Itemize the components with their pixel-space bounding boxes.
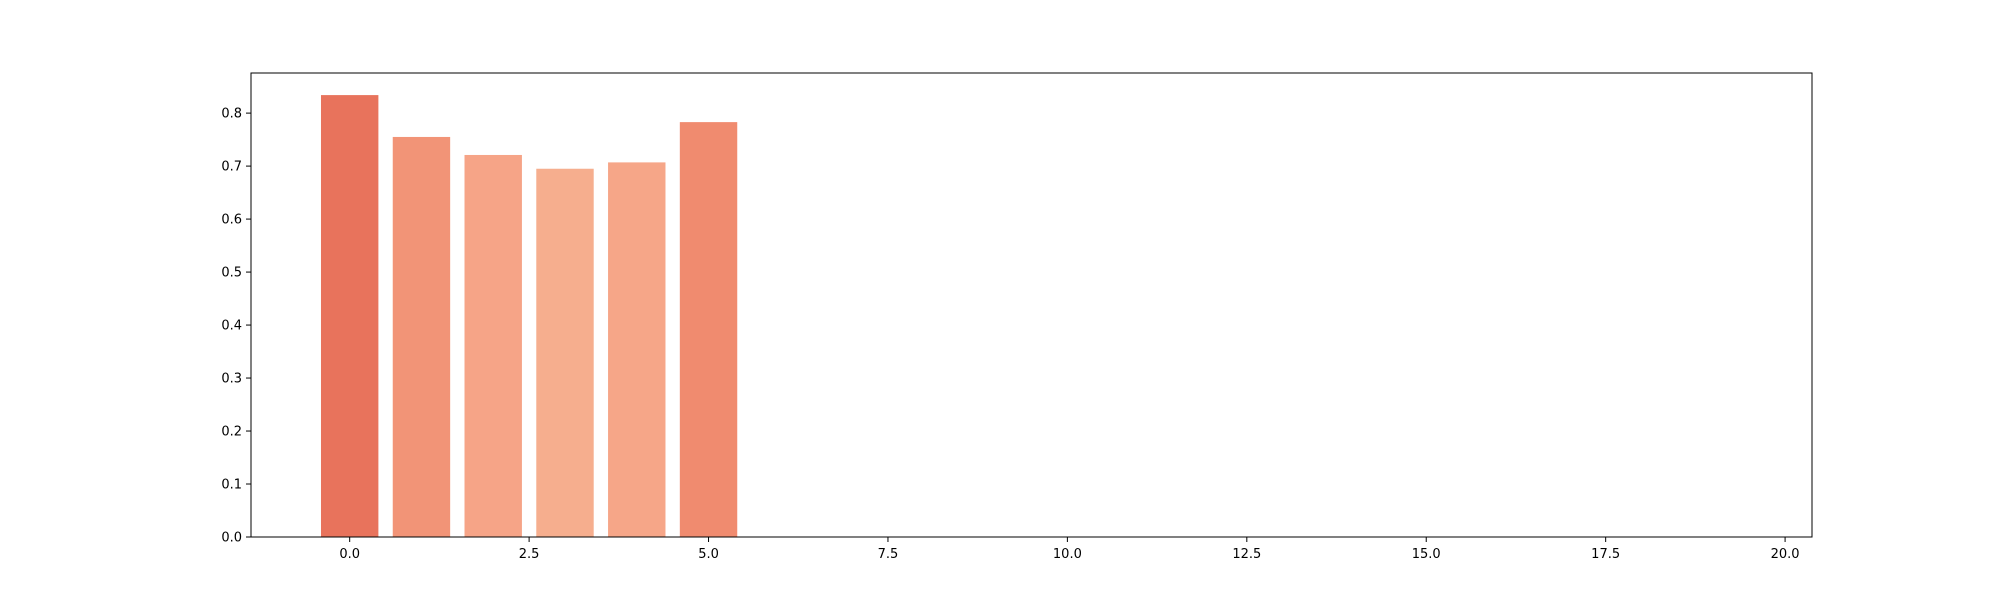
plot-area-frame <box>250 72 1813 538</box>
bar-3 <box>536 168 594 537</box>
y-tick-label: 0.3 <box>221 372 242 387</box>
y-tick-label: 0.2 <box>221 425 242 440</box>
bar-0 <box>320 95 379 537</box>
y-tick-label: 0.6 <box>221 213 242 228</box>
bar-4 <box>608 162 666 537</box>
x-tick-label: 12.5 <box>1232 547 1261 562</box>
bar-1 <box>392 136 451 537</box>
y-tick-label: 0.5 <box>221 266 242 281</box>
x-tick-label: 15.0 <box>1412 547 1441 562</box>
x-tick-label: 5.0 <box>698 547 719 562</box>
y-tick-label: 0.8 <box>221 107 242 122</box>
x-tick-label: 0.0 <box>339 547 360 562</box>
x-tick-label: 2.5 <box>519 547 540 562</box>
bars-layer <box>320 95 738 538</box>
y-tick-label: 0.4 <box>221 319 242 334</box>
ticks-layer: 0.0 2.5 5.0 7.5 10.0 12.5 15.0 17.5 20.0 0.0 0.1 0.… <box>221 107 1799 562</box>
y-tick-label: 0.0 <box>221 531 242 546</box>
x-tick-label: 17.5 <box>1591 547 1620 562</box>
y-tick-label: 0.7 <box>221 160 242 175</box>
y-tick-label: 0.1 <box>221 478 242 493</box>
x-tick-label: 20.0 <box>1771 547 1800 562</box>
bar-2 <box>464 154 522 538</box>
bar-5 <box>679 122 738 537</box>
x-tick-label: 7.5 <box>878 547 899 562</box>
x-tick-label: 10.0 <box>1053 547 1082 562</box>
